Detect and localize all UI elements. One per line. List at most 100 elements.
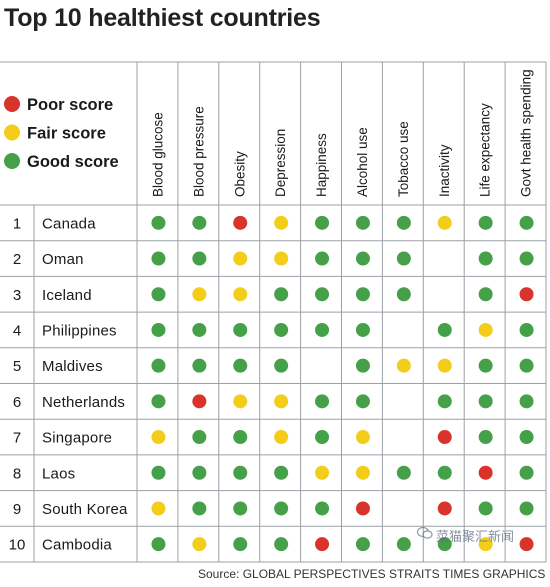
column-header: Tobacco use xyxy=(396,121,411,197)
score-dot-good xyxy=(151,251,166,266)
column-header: Depression xyxy=(273,129,288,197)
row-country: South Korea xyxy=(42,501,128,518)
score-dot-good xyxy=(274,465,289,480)
score-dot-poor xyxy=(315,537,330,552)
score-dot-good xyxy=(396,251,411,266)
score-dot-good xyxy=(519,501,534,516)
score-dot-good xyxy=(478,430,493,445)
row-country: Laos xyxy=(42,465,75,482)
score-dot-good xyxy=(355,358,370,373)
score-dot-good xyxy=(519,358,534,373)
score-dot-fair xyxy=(233,287,248,302)
score-dot-fair xyxy=(151,501,166,516)
score-dot-good xyxy=(478,501,493,516)
score-dot-good xyxy=(274,322,289,337)
row-country: Philippines xyxy=(42,322,117,339)
score-dot-good xyxy=(274,358,289,373)
score-dot-good xyxy=(355,251,370,266)
score-dot-good xyxy=(437,537,452,552)
score-dot-good xyxy=(478,358,493,373)
score-dot-fair xyxy=(233,394,248,409)
score-dot-good xyxy=(151,394,166,409)
score-dot-good xyxy=(192,251,207,266)
row-country: Oman xyxy=(42,251,84,268)
score-dot-good xyxy=(315,215,330,230)
score-dot-good xyxy=(519,322,534,337)
score-dot-good xyxy=(478,287,493,302)
score-dot-good xyxy=(274,501,289,516)
score-dot-fair xyxy=(274,394,289,409)
score-dot-good xyxy=(233,322,248,337)
legend-swatch-good-score xyxy=(4,153,20,169)
legend-label: Fair score xyxy=(27,125,106,143)
column-header: Alcohol use xyxy=(355,127,370,197)
score-dot-fair xyxy=(437,215,452,230)
score-dot-good xyxy=(192,501,207,516)
score-dot-good xyxy=(233,358,248,373)
source-note: Source: GLOBAL PERSPECTIVES STRAITS TIME… xyxy=(198,567,546,581)
row-country: Canada xyxy=(42,215,96,232)
score-dot-fair xyxy=(478,537,493,552)
score-dot-good xyxy=(315,501,330,516)
score-dot-poor xyxy=(437,430,452,445)
score-dot-poor xyxy=(519,537,534,552)
score-dot-good xyxy=(355,287,370,302)
score-dot-good xyxy=(437,394,452,409)
score-dot-good xyxy=(315,322,330,337)
score-dot-poor xyxy=(192,394,207,409)
legend-label: Good score xyxy=(27,153,119,171)
score-dot-fair xyxy=(478,322,493,337)
score-dot-fair xyxy=(192,287,207,302)
score-dot-poor xyxy=(437,501,452,516)
column-header: Life expectancy xyxy=(478,103,493,197)
score-dot-good xyxy=(192,215,207,230)
score-dot-good xyxy=(233,537,248,552)
watermark: 菜猫聚汇新闻 xyxy=(436,530,515,545)
score-dot-good xyxy=(396,287,411,302)
score-dot-good xyxy=(519,465,534,480)
score-dot-good xyxy=(192,358,207,373)
score-dot-fair xyxy=(274,215,289,230)
score-dot-good xyxy=(192,465,207,480)
row-country: Maldives xyxy=(42,358,103,375)
score-dot-fair xyxy=(192,537,207,552)
score-dot-good xyxy=(478,215,493,230)
score-dot-good xyxy=(437,322,452,337)
column-header: Inactivity xyxy=(437,144,452,197)
score-dot-good xyxy=(151,215,166,230)
score-dot-fair xyxy=(233,251,248,266)
score-dot-fair xyxy=(437,358,452,373)
score-dot-good xyxy=(437,465,452,480)
score-dot-good xyxy=(274,537,289,552)
row-rank: 8 xyxy=(13,465,21,482)
row-rank: 10 xyxy=(9,537,26,554)
legend-swatch-poor-score xyxy=(4,96,20,112)
score-dot-good xyxy=(233,465,248,480)
score-dot-good xyxy=(151,358,166,373)
row-rank: 5 xyxy=(13,358,21,375)
score-dot-good xyxy=(233,430,248,445)
score-dot-fair xyxy=(355,465,370,480)
legend-label: Poor score xyxy=(27,96,113,114)
score-dot-good xyxy=(355,215,370,230)
score-dot-poor xyxy=(233,215,248,230)
score-dot-good xyxy=(519,251,534,266)
chart-title: Top 10 healthiest countries xyxy=(4,4,321,32)
score-dot-fair xyxy=(274,430,289,445)
score-dot-good xyxy=(396,215,411,230)
score-dot-good xyxy=(519,430,534,445)
score-dot-good xyxy=(274,287,289,302)
column-header: Obesity xyxy=(232,151,247,197)
score-dot-good xyxy=(315,251,330,266)
score-dot-good xyxy=(355,394,370,409)
row-rank: 7 xyxy=(13,430,21,447)
row-country: Cambodia xyxy=(42,537,112,554)
score-dot-fair xyxy=(355,430,370,445)
score-dot-poor xyxy=(519,287,534,302)
score-dot-good xyxy=(233,501,248,516)
score-dot-good xyxy=(315,287,330,302)
score-dot-good xyxy=(355,537,370,552)
score-dot-poor xyxy=(355,501,370,516)
score-dot-good xyxy=(396,537,411,552)
score-dot-good xyxy=(519,394,534,409)
